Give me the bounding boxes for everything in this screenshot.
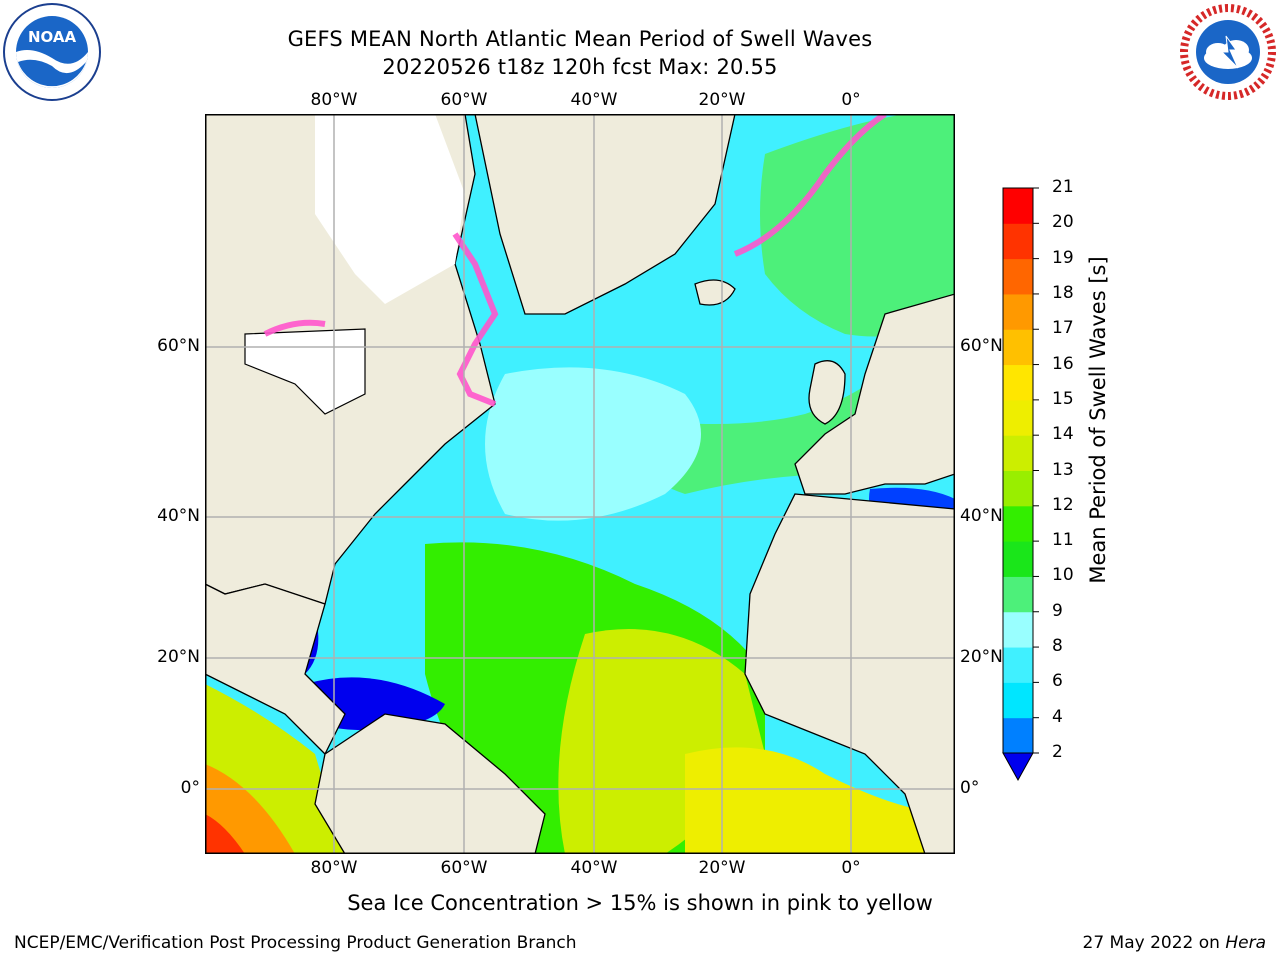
lon-label: 0° — [841, 90, 861, 110]
lon-label: 40°W — [570, 90, 618, 110]
colorbar-segment — [1003, 647, 1033, 683]
colorbar-segment — [1003, 435, 1033, 471]
arctic-ice — [315, 114, 465, 304]
svg-text:NOAA: NOAA — [28, 28, 77, 46]
colorbar-segment — [1003, 364, 1033, 401]
colorbar-tick-label: 4 — [1052, 706, 1063, 727]
lon-label: 80°W — [310, 90, 358, 110]
colorbar-segment — [1003, 682, 1033, 719]
colorbar-segment — [1003, 541, 1033, 577]
colorbar-tick-label: 6 — [1052, 671, 1063, 692]
swell-period-map — [205, 114, 955, 854]
map-subtitle: 20220526 t18z 120h fcst Max: 20.55 — [382, 55, 778, 79]
colorbar-segment — [1003, 470, 1033, 507]
lat-label: 40°N — [157, 506, 200, 526]
colorbar-segment — [1003, 505, 1033, 542]
lon-label: 60°W — [440, 858, 488, 878]
colorbar-tick-label: 2 — [1052, 742, 1063, 762]
lon-label: 80°W — [310, 858, 358, 878]
colorbar-segment — [1003, 223, 1033, 260]
hudson-bay-ice — [244, 328, 366, 415]
colorbar-extend-triangle — [1002, 752, 1034, 782]
lat-label: 0° — [180, 778, 200, 798]
colorbar-tick-label: 20 — [1052, 212, 1074, 233]
lon-label: 0° — [841, 858, 861, 878]
nws-logo — [1180, 4, 1276, 100]
colorbar-segment — [1003, 329, 1033, 366]
noaa-logo: NOAA — [3, 3, 101, 101]
lat-label: 40°N — [960, 506, 1003, 526]
south-america-land — [314, 713, 546, 854]
colorbar-tick-label: 9 — [1052, 600, 1063, 621]
lon-label: 20°W — [698, 90, 746, 110]
gridlines — [205, 114, 955, 854]
colorbar-tick-label: 16 — [1052, 353, 1074, 374]
africa-land — [744, 493, 955, 854]
footer-date: 27 May 2022 on Hera — [1083, 933, 1267, 953]
colorbar-segment — [1003, 188, 1033, 224]
lat-label: 60°N — [960, 336, 1003, 356]
central-america-land — [205, 583, 346, 756]
colorbar-segment — [1003, 576, 1033, 613]
colorbar-segment — [1003, 611, 1033, 648]
swell-field-lightcyan — [485, 367, 701, 521]
map-title: GEFS MEAN North Atlantic Mean Period of … — [287, 27, 873, 51]
colorbar-tick-label: 12 — [1052, 494, 1074, 515]
colorbar-tick-label: 15 — [1052, 388, 1074, 409]
lat-label: 20°N — [960, 647, 1003, 667]
colorbar — [1002, 187, 1039, 782]
lat-label: 20°N — [157, 647, 200, 667]
colorbar-tick-label: 8 — [1052, 636, 1063, 657]
colorbar-segment — [1003, 293, 1033, 330]
lat-label: 0° — [960, 778, 980, 798]
lon-label: 40°W — [570, 858, 618, 878]
colorbar-segment — [1003, 717, 1033, 754]
colorbar-segment — [1003, 399, 1033, 436]
footer-date-text: 27 May 2022 on — [1082, 933, 1220, 953]
lat-label: 60°N — [157, 336, 200, 356]
colorbar-tick-label: 13 — [1052, 459, 1074, 480]
colorbar-tick-label: 11 — [1052, 530, 1074, 551]
iceland-land — [694, 279, 736, 306]
colorbar-tick-label: 18 — [1052, 282, 1074, 303]
colorbar-segments — [1003, 187, 1039, 754]
colorbar-tick-label: 21 — [1052, 177, 1074, 197]
sea-ice-note: Sea Ice Concentration > 15% is shown in … — [347, 891, 933, 915]
europe-land — [794, 293, 955, 495]
greenland-land — [474, 114, 736, 315]
colorbar-tick-label: 17 — [1052, 318, 1074, 339]
colorbar-frame — [1002, 187, 1034, 754]
colorbar-segment — [1003, 258, 1033, 295]
map-frame — [205, 114, 955, 854]
swell-field-green — [760, 114, 955, 337]
footer-host: Hera — [1225, 933, 1266, 953]
lon-label: 60°W — [440, 90, 488, 110]
colorbar-tick-label: 14 — [1052, 424, 1074, 445]
sea-ice-edge — [263, 319, 326, 337]
lon-label: 20°W — [698, 858, 746, 878]
british-isles-land — [808, 360, 846, 425]
swell-field-pacific-orange — [205, 764, 295, 854]
sea-ice-edge — [733, 114, 887, 257]
sea-ice-edge — [452, 232, 499, 407]
footer-credit: NCEP/EMC/Verification Post Processing Pr… — [14, 933, 577, 953]
colorbar-title: Mean Period of Swell Waves [s] — [1086, 256, 1110, 584]
swell-field-pacific-red — [205, 814, 245, 854]
swell-field-yellow — [685, 747, 955, 854]
colorbar-tick-label: 10 — [1052, 565, 1074, 586]
colorbar-tick-label: 19 — [1052, 247, 1074, 268]
